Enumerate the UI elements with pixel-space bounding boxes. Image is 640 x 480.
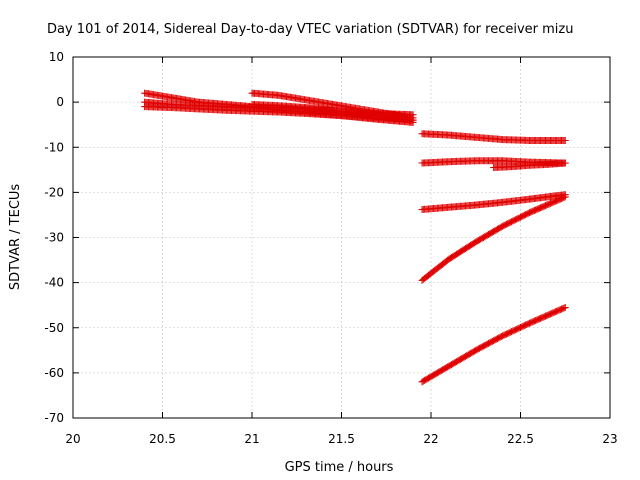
data-point <box>560 193 568 201</box>
y-tick-label: 0 <box>56 95 64 109</box>
y-tick-label: -30 <box>44 231 64 245</box>
series-track-9 <box>418 191 569 214</box>
x-tick-label: 20 <box>65 432 80 446</box>
series-track-10 <box>418 193 569 284</box>
x-tick-label: 22 <box>423 432 438 446</box>
x-tick-label: 21 <box>244 432 259 446</box>
data-point <box>561 159 569 167</box>
x-tick-labels: 20 20.5 21 21.5 22 22.5 23 <box>65 432 617 446</box>
data-point <box>409 116 417 124</box>
x-tick-label: 23 <box>602 432 617 446</box>
chart-title: Day 101 of 2014, Sidereal Day-to-day VTE… <box>47 22 573 37</box>
y-axis-label: SDTVAR / TECUs <box>8 184 23 291</box>
series-track-11 <box>418 303 569 386</box>
x-tick-label: 21.5 <box>328 432 355 446</box>
data-point <box>561 193 569 201</box>
data-point <box>561 136 569 144</box>
data-point <box>561 303 569 311</box>
y-tick-label: -20 <box>44 185 64 199</box>
y-tick-label: -10 <box>44 140 64 154</box>
series-track-5 <box>248 100 417 124</box>
y-tick-label: -70 <box>44 411 64 425</box>
data-point <box>560 304 568 312</box>
x-tick-label: 20.5 <box>149 432 176 446</box>
y-tick-label: -40 <box>44 276 64 290</box>
y-tick-label: -60 <box>44 366 64 380</box>
x-tick-label: 22.5 <box>507 432 534 446</box>
y-tick-label: -50 <box>44 321 64 335</box>
series-track-6 <box>418 130 569 144</box>
data-points <box>141 89 569 386</box>
series-track-8 <box>490 159 569 172</box>
x-axis-label: GPS time / hours <box>285 460 394 475</box>
y-tick-labels: 10 0 -10 -20 -30 -40 -50 -60 -70 <box>44 50 64 425</box>
plot-frame <box>72 56 611 419</box>
y-tick-label: 10 <box>49 50 64 64</box>
